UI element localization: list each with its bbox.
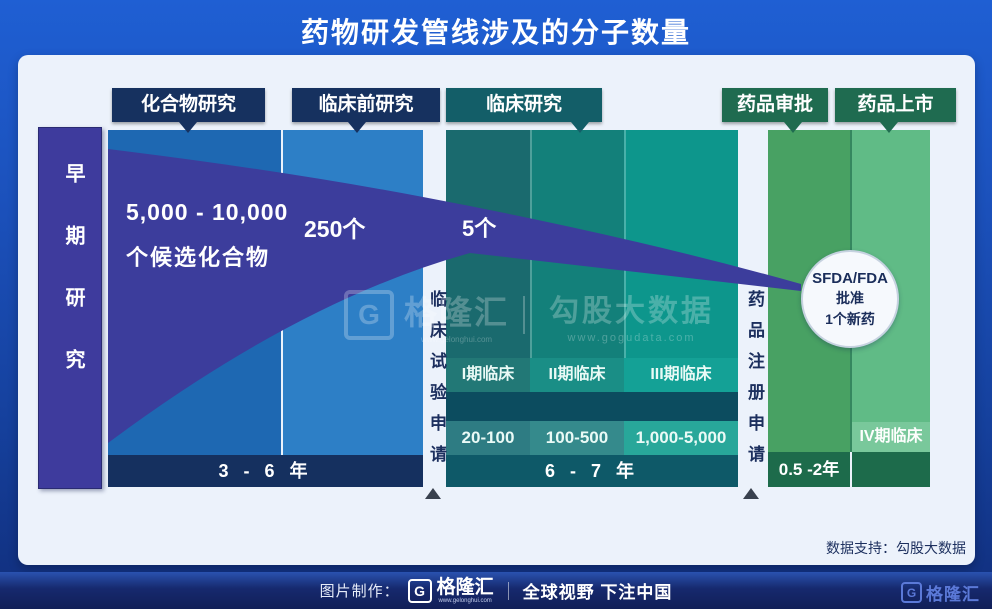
- clinical-duration-bar: 6 - 7 年: [446, 455, 738, 487]
- gate-registration-application: 药品注册申请: [745, 290, 764, 476]
- pointer-down-icon: [179, 122, 197, 133]
- page-title: 药物研发管线涉及的分子数量: [300, 17, 691, 48]
- stage-header-preclinical: 临床前研究: [292, 88, 440, 122]
- stage-header-clinical: 临床研究: [446, 88, 602, 122]
- footer-corner-brand: 格隆汇: [926, 585, 980, 604]
- phase3-label: III期临床: [624, 358, 738, 392]
- gate-clinical-trial-application: 临床试验申请: [427, 290, 446, 476]
- brand-g-logo-icon: G: [901, 582, 922, 603]
- data-support-note: 数据支持：勾股大数据: [826, 540, 966, 556]
- approval-verb: 批准: [836, 289, 864, 306]
- compound-count-unit: 个候选化合物: [126, 245, 271, 270]
- early-research-bar: [38, 127, 102, 489]
- clinical-count: 5个: [462, 216, 497, 241]
- approval-circle: SFDA/FDA 批准 1个新药: [801, 250, 899, 348]
- footer-divider: [507, 581, 509, 600]
- footer-made-by: 图片制作：: [319, 583, 400, 600]
- compound-column: [108, 130, 281, 455]
- compound-count: 5,000 - 10,000: [126, 199, 289, 225]
- stage-header-approval: 药品审批: [722, 88, 828, 122]
- compound-duration-bar: 3 - 6 年: [108, 455, 423, 487]
- stage-header-compound: 化合物研究: [112, 88, 265, 122]
- footer-brand-url: www.gelonghui.com: [438, 597, 492, 604]
- footer-bar: 图片制作： G 格隆汇 www.gelonghui.com 全球视野 下注中国 …: [0, 572, 992, 609]
- early-research-label: 早期研究: [62, 163, 84, 411]
- footer-credit: 图片制作： G 格隆汇 www.gelonghui.com 全球视野 下注中国: [0, 572, 992, 609]
- phase4-label: IV期临床: [852, 422, 930, 452]
- stage-header-market: 药品上市: [835, 88, 956, 122]
- approval-result: 1个新药: [825, 310, 875, 327]
- arrow-up-icon: [743, 488, 759, 499]
- phase1-label: I期临床: [446, 358, 530, 392]
- footer-corner-logo: G 格隆汇: [901, 580, 980, 605]
- pointer-down-icon: [880, 122, 898, 133]
- phase2-molecules: 100-500: [530, 421, 624, 455]
- pointer-down-icon: [571, 122, 589, 133]
- footer-slogan: 全球视野 下注中国: [522, 583, 673, 602]
- phase3-molecules: 1,000-5,000: [624, 421, 738, 455]
- clinical-dark-band: [446, 392, 738, 421]
- preclinical-count: 250个: [304, 216, 366, 242]
- approval-duration-bar: 0.5 -2年: [768, 452, 850, 487]
- preclinical-column: [283, 130, 423, 455]
- pointer-down-icon: [784, 122, 802, 133]
- arrow-up-icon: [425, 488, 441, 499]
- phase1-molecules: 20-100: [446, 421, 530, 455]
- approval-agency: SFDA/FDA: [812, 269, 888, 287]
- market-duration-bar: [852, 452, 930, 487]
- column-divider: [281, 130, 283, 455]
- brand-g-logo-icon: G: [407, 578, 432, 603]
- phase2-label: II期临床: [530, 358, 624, 392]
- pointer-down-icon: [348, 122, 366, 133]
- footer-brand: 格隆汇: [436, 576, 494, 598]
